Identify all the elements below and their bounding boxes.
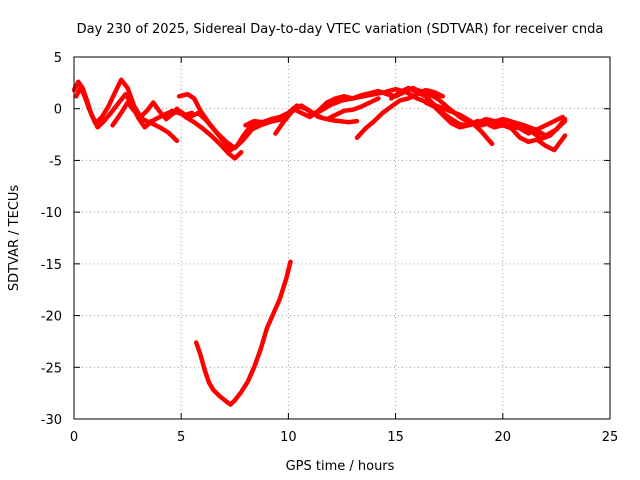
y-tick-label: 5: [54, 51, 62, 66]
y-tick-label: -10: [41, 206, 62, 221]
x-tick-label: 0: [70, 430, 78, 445]
y-tick-label: -15: [41, 258, 62, 273]
x-axis-ticks: 0 5 10 15 20 25: [70, 57, 618, 445]
y-tick-label: -5: [49, 154, 62, 169]
y-tick-label: -25: [41, 361, 62, 376]
y-tick-label: -20: [41, 310, 62, 325]
chart-title: Day 230 of 2025, Sidereal Day-to-day VTE…: [77, 22, 604, 37]
y-tick-label: 0: [54, 103, 62, 118]
series-line-dip-arc: [193, 259, 293, 407]
y-axis-ticks: 5 0 -5 -10 -15 -20 -25 -30: [41, 51, 610, 428]
plot-frame: [73, 56, 611, 420]
x-tick-label: 25: [602, 430, 619, 445]
series-line-arc-15: [487, 117, 568, 141]
x-axis-label: GPS time / hours: [286, 459, 395, 474]
x-tick-label: 20: [495, 430, 512, 445]
y-tick-label: -30: [41, 413, 62, 428]
x-tick-label: 5: [177, 430, 185, 445]
series-line-arc-3: [110, 100, 180, 144]
x-tick-label: 10: [280, 430, 297, 445]
vtec-series: [71, 77, 568, 407]
series-line-arc-11: [354, 87, 446, 140]
series-line-arc-14: [423, 100, 568, 153]
x-tick-label: 15: [387, 430, 404, 445]
y-axis-label: SDTVAR / TECUs: [7, 185, 22, 292]
series-line-arc-5: [174, 106, 244, 161]
